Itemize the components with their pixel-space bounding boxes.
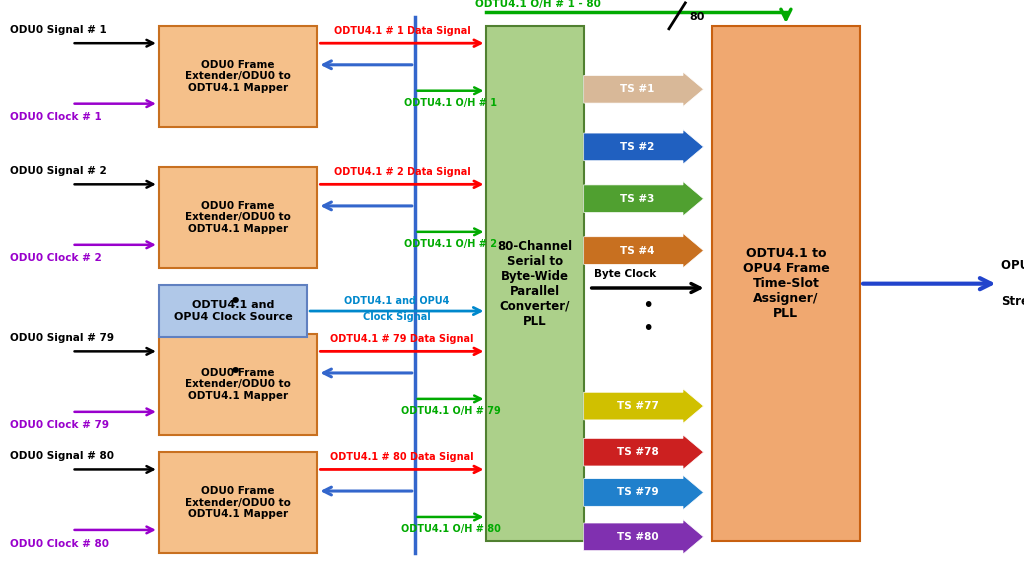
FancyArrow shape: [584, 389, 703, 423]
Text: ODU0 Frame
Extender/ODU0 to
ODTU4.1 Mapper: ODU0 Frame Extender/ODU0 to ODTU4.1 Mapp…: [185, 486, 291, 519]
Text: Byte Clock: Byte Clock: [594, 270, 656, 279]
Text: ODTU4.1 and
OPU4 Clock Source: ODTU4.1 and OPU4 Clock Source: [174, 300, 292, 322]
Text: TS #79: TS #79: [616, 487, 658, 498]
FancyBboxPatch shape: [159, 452, 317, 553]
Text: ODTU4.1 # 1 Data Signal: ODTU4.1 # 1 Data Signal: [334, 26, 470, 36]
Text: ODTU4.1 O/H # 79: ODTU4.1 O/H # 79: [400, 406, 501, 416]
Text: ODTU4.1 O/H # 2: ODTU4.1 O/H # 2: [404, 239, 497, 249]
FancyBboxPatch shape: [486, 26, 584, 541]
Text: •: •: [642, 296, 653, 314]
Text: •: •: [229, 293, 242, 312]
Text: 80: 80: [689, 12, 705, 22]
Text: TS #80: TS #80: [616, 532, 658, 542]
Text: ODTU4.1 # 80 Data Signal: ODTU4.1 # 80 Data Signal: [330, 452, 474, 462]
Text: •: •: [642, 319, 653, 338]
Text: ODU0 Frame
Extender/ODU0 to
ODTU4.1 Mapper: ODU0 Frame Extender/ODU0 to ODTU4.1 Mapp…: [185, 368, 291, 401]
Text: •: •: [229, 362, 242, 381]
Text: Stream: Stream: [1001, 295, 1024, 308]
Text: TS #77: TS #77: [616, 401, 658, 411]
Text: ODU0 Frame
Extender/ODU0 to
ODTU4.1 Mapper: ODU0 Frame Extender/ODU0 to ODTU4.1 Mapp…: [185, 60, 291, 93]
Text: ODU0 Signal # 80: ODU0 Signal # 80: [10, 451, 115, 461]
Text: 80-Channel
Serial to
Byte-Wide
Parallel
Converter/
PLL: 80-Channel Serial to Byte-Wide Parallel …: [498, 240, 572, 328]
Text: ODU0 Clock # 79: ODU0 Clock # 79: [10, 420, 110, 430]
Text: ODU0 Frame
Extender/ODU0 to
ODTU4.1 Mapper: ODU0 Frame Extender/ODU0 to ODTU4.1 Mapp…: [185, 201, 291, 234]
Text: ODTU4.1 O/H # 1 - 80: ODTU4.1 O/H # 1 - 80: [475, 0, 600, 9]
Text: Clock Signal: Clock Signal: [362, 312, 431, 322]
Text: ODU0 Clock # 80: ODU0 Clock # 80: [10, 539, 110, 548]
FancyArrow shape: [584, 181, 703, 216]
Text: ODTU4.1 to
OPU4 Frame
Time-Slot
Assigner/
PLL: ODTU4.1 to OPU4 Frame Time-Slot Assigner…: [742, 247, 829, 320]
Text: ODTU4.1 O/H # 1: ODTU4.1 O/H # 1: [404, 98, 497, 108]
FancyBboxPatch shape: [159, 285, 307, 337]
Text: ODU0 Signal # 1: ODU0 Signal # 1: [10, 25, 106, 35]
FancyArrow shape: [584, 130, 703, 164]
Text: OPU4 Data: OPU4 Data: [1001, 259, 1024, 272]
Text: TS #3: TS #3: [621, 194, 654, 204]
FancyBboxPatch shape: [159, 167, 317, 268]
FancyArrow shape: [584, 435, 703, 469]
FancyBboxPatch shape: [159, 26, 317, 127]
FancyArrow shape: [584, 233, 703, 268]
FancyArrow shape: [584, 72, 703, 107]
FancyBboxPatch shape: [712, 26, 860, 541]
Text: ODTU4.1 O/H # 80: ODTU4.1 O/H # 80: [400, 524, 501, 534]
Text: TS #2: TS #2: [621, 142, 654, 152]
Text: ODU0 Clock # 2: ODU0 Clock # 2: [10, 253, 102, 263]
Text: ODU0 Clock # 1: ODU0 Clock # 1: [10, 112, 102, 122]
Text: ODTU4.1 and OPU4: ODTU4.1 and OPU4: [344, 297, 450, 306]
Text: ODTU4.1 # 2 Data Signal: ODTU4.1 # 2 Data Signal: [334, 167, 470, 177]
Text: TS #4: TS #4: [621, 245, 654, 256]
FancyBboxPatch shape: [159, 334, 317, 435]
Text: TS #78: TS #78: [616, 447, 658, 457]
Text: TS #1: TS #1: [621, 84, 654, 94]
FancyArrow shape: [584, 475, 703, 510]
Text: ODTU4.1 # 79 Data Signal: ODTU4.1 # 79 Data Signal: [330, 334, 474, 344]
FancyArrow shape: [584, 520, 703, 554]
Text: ODU0 Signal # 79: ODU0 Signal # 79: [10, 333, 115, 343]
Text: ODU0 Signal # 2: ODU0 Signal # 2: [10, 166, 106, 176]
